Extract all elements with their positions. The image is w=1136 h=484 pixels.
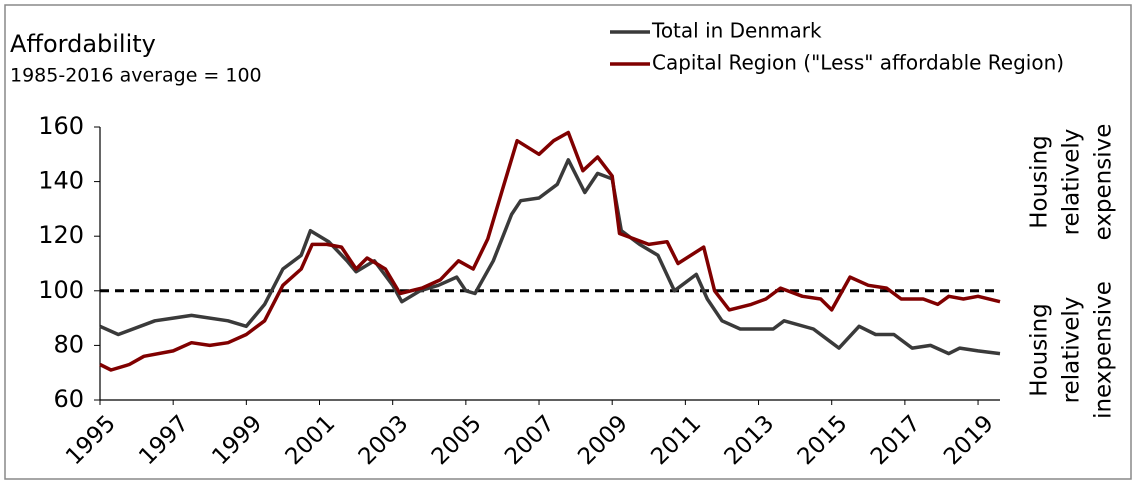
series-line bbox=[99, 158, 1001, 356]
chart-title: Affordability bbox=[10, 30, 156, 58]
legend-label: Capital Region ("Less" affordable Region… bbox=[652, 51, 1064, 75]
chart-subtitle: 1985-2016 average = 100 bbox=[10, 65, 262, 87]
side-annotation: expensive bbox=[1091, 124, 1117, 241]
y-tick-label: 60 bbox=[53, 385, 84, 413]
side-annotation: Housing bbox=[1027, 303, 1053, 397]
side-annotation: inexpensive bbox=[1091, 281, 1117, 419]
y-tick-label: 160 bbox=[38, 112, 84, 140]
side-annotation: relatively bbox=[1059, 129, 1085, 236]
side-annotation: Housing bbox=[1027, 135, 1053, 229]
y-tick-label: 120 bbox=[38, 221, 84, 249]
side-annotation: relatively bbox=[1059, 297, 1085, 404]
y-tick-label: 140 bbox=[38, 167, 84, 195]
y-tick-label: 80 bbox=[53, 330, 84, 358]
y-tick-label: 100 bbox=[38, 276, 84, 304]
legend-label: Total in Denmark bbox=[651, 19, 822, 43]
series-line bbox=[99, 130, 1001, 372]
